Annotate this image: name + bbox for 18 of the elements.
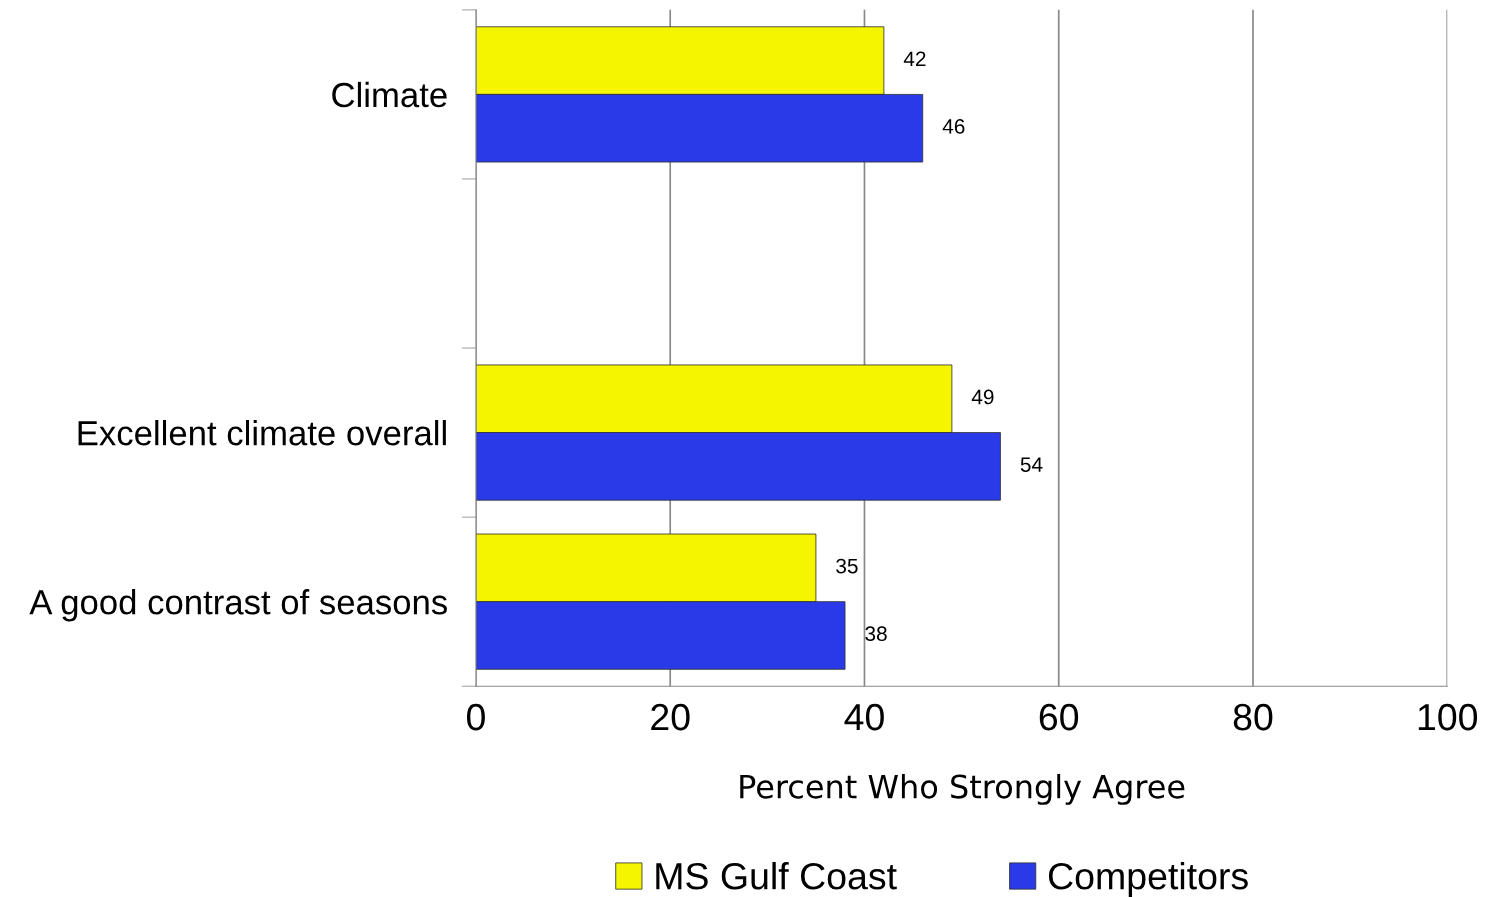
x-tick-label: 20	[651, 703, 690, 731]
data-label: 49	[971, 389, 994, 405]
x-tick-label: 100	[1418, 703, 1478, 731]
data-label: 42	[903, 51, 926, 66]
data-label: 38	[865, 626, 887, 642]
data-label: 46	[942, 119, 965, 134]
x-tick-label: 60	[1039, 703, 1079, 731]
y-tick-label: A good contrast of seasons	[29, 589, 447, 622]
x-tick-label: 0	[466, 703, 485, 731]
x-tick-label: 40	[844, 703, 884, 731]
x-tick-label: 80	[1233, 703, 1273, 731]
x-axis-title: Percent Who Strongly Agree	[740, 773, 1185, 805]
y-tick-label: Climate	[332, 81, 447, 108]
y-tick-label: Excellent climate overall	[78, 420, 446, 446]
data-label: 54	[1020, 457, 1043, 472]
legend-label: Competitors	[1048, 861, 1248, 897]
data-label: 35	[836, 558, 858, 574]
legend-label: MS Gulf Coast	[656, 861, 897, 890]
